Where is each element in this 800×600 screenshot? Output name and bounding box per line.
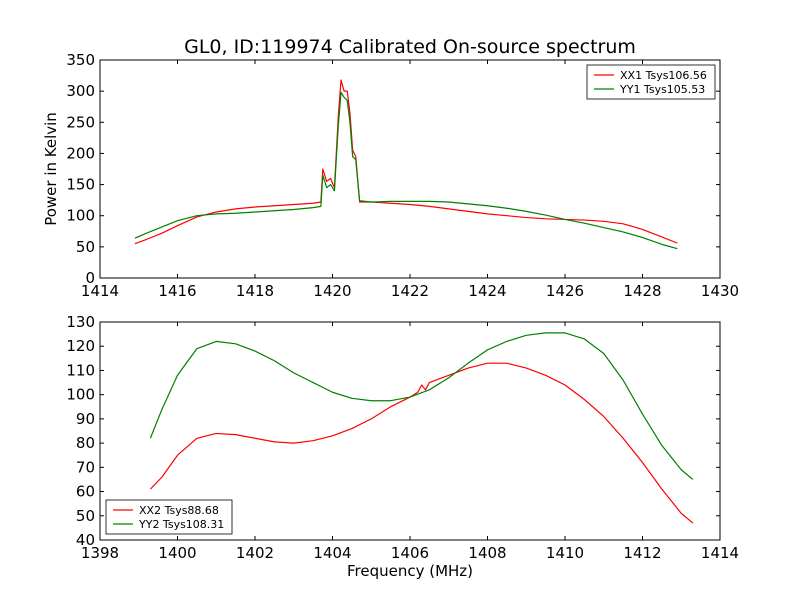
panel2-series-2-line	[149, 332, 694, 480]
panel2-ytick-label: 70	[76, 458, 95, 476]
panel1-xtick-label: 1422	[391, 282, 429, 300]
panel2-xlabel: Frequency (MHz)	[347, 562, 473, 580]
panel2-ytick-label: 60	[76, 483, 95, 501]
panel2-xtick-label: 1398	[81, 544, 119, 562]
panel2-xtick-label: 1410	[546, 544, 584, 562]
panel1-series-2-line	[134, 91, 678, 250]
panel1-ytick-label: 200	[66, 144, 95, 162]
panel2-xtick-label: 1402	[236, 544, 274, 562]
panel2-legend-label-1: XX2 Tsys88.68	[139, 504, 219, 517]
panel2-xtick-label: 1408	[468, 544, 506, 562]
panel2-xtick-label: 1406	[391, 544, 429, 562]
panel1-legend-label-2: YY1 Tsys105.53	[619, 83, 705, 96]
panel2-xtick-label: 1400	[158, 544, 196, 562]
panel2-xtick-label: 1414	[701, 544, 739, 562]
panel2-legend-label-2: YY2 Tsys108.31	[138, 518, 224, 531]
panel2-ytick-label: 90	[76, 410, 95, 428]
panel2-group: 1398 1400 1402 1404 1406 1408 1410 1412 1414 40 50…	[66, 313, 739, 580]
panel1-ytick-label: 100	[66, 207, 95, 225]
panel1-xtick-label: 1426	[546, 282, 584, 300]
panel2-series-1-line	[149, 362, 694, 524]
panel1-ytick-label: 50	[76, 238, 95, 256]
panel2-ytick-label: 40	[76, 531, 95, 549]
figure-title: GL0, ID:119974 Calibrated On-source spec…	[184, 36, 636, 58]
panel1-series-1-line	[134, 79, 678, 245]
panel2-legend-box	[105, 499, 233, 535]
panel2-ytick-label: 120	[66, 337, 95, 355]
panel1-xtick-label: 1424	[468, 282, 506, 300]
panel1-legend-box	[586, 64, 716, 100]
panel1-ylabel: Power in Kelvin	[42, 112, 60, 226]
panel1-group: 1414 1416 1418 1420 1422 1424 1426 1428 1430 0 50 1…	[42, 51, 739, 300]
panel1-xtick-label: 1430	[701, 282, 739, 300]
panel1-xtick-label: 1420	[313, 282, 351, 300]
panel1-ytick-label: 250	[66, 113, 95, 131]
panel2-ytick-label: 50	[76, 507, 95, 525]
panel2-ytick-label: 130	[66, 313, 95, 331]
panel2-ytick-label: 100	[66, 386, 95, 404]
panel1-xtick-label: 1414	[81, 282, 119, 300]
panel1-ytick-label: 350	[66, 51, 95, 69]
panel1-xtick-label: 1418	[236, 282, 274, 300]
panel1-xtick-label: 1416	[158, 282, 196, 300]
panel2-ytick-label: 110	[66, 361, 95, 379]
panel1-xtick-label: 1428	[623, 282, 661, 300]
panel1-legend-label-1: XX1 Tsys106.56	[620, 69, 707, 82]
panel2-ytick-label: 80	[76, 434, 95, 452]
panel2-xtick-label: 1412	[623, 544, 661, 562]
panel1-ytick-label: 0	[85, 269, 95, 287]
panel1-ytick-label: 300	[66, 82, 95, 100]
panel2-xtick-label: 1404	[313, 544, 351, 562]
panel1-ytick-label: 150	[66, 176, 95, 194]
